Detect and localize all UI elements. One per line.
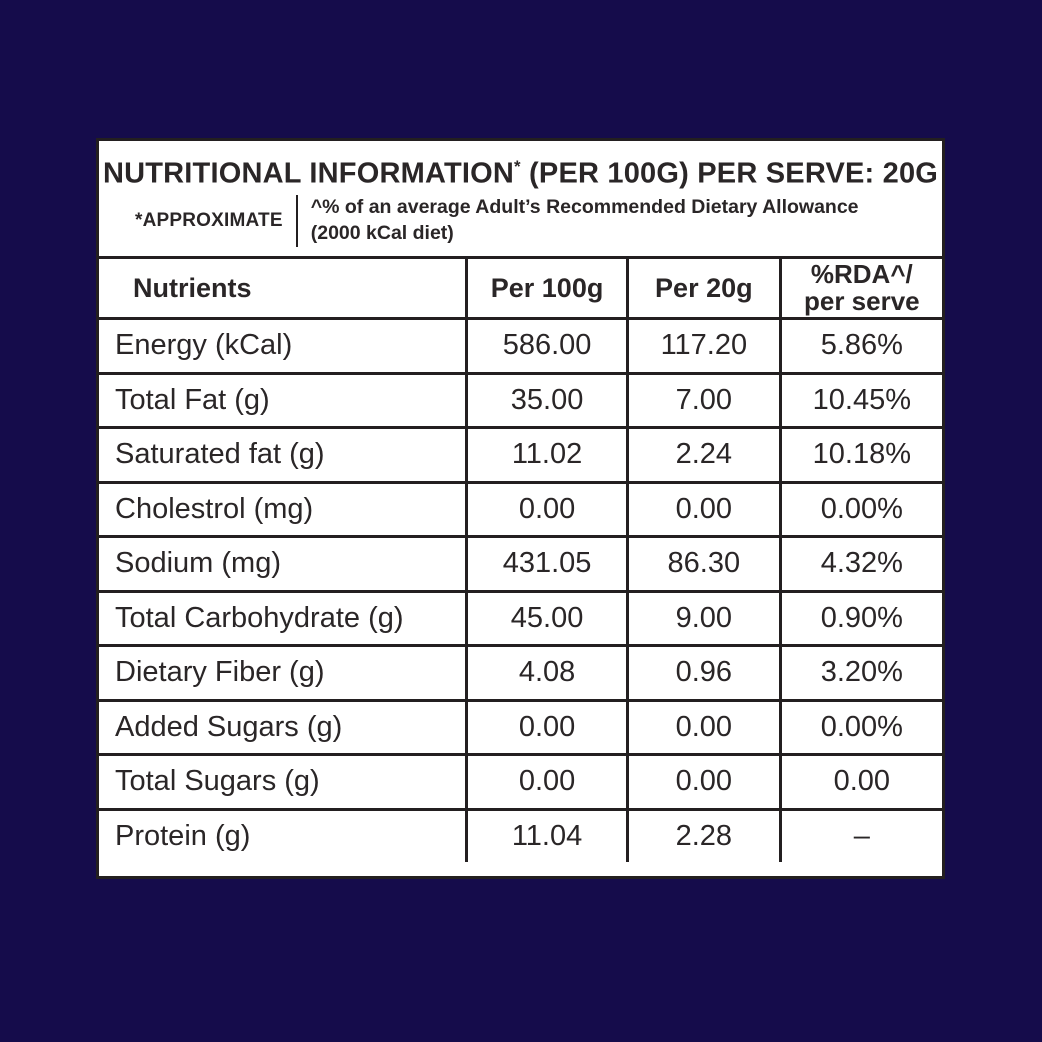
rda-note-line1: ^% of an average Adult’s Recommended Die… — [310, 196, 859, 219]
value-per-20g: 86.30 — [626, 535, 782, 593]
table-row: Protein (g) 11.04 2.28 – — [99, 807, 942, 864]
value-per-20g: 0.00 — [626, 698, 782, 756]
column-header-per-20g: Per 20g — [626, 257, 782, 320]
value-per-20g: 2.24 — [626, 426, 782, 484]
column-header-nutrients: Nutrients — [99, 257, 469, 320]
table-row: Cholestrol (mg) 0.00 0.00 0.00% — [99, 480, 942, 538]
title-rest: (PER 100G) PER SERVE: 20G — [520, 157, 939, 190]
column-header-rda-line2: per serve — [803, 286, 920, 316]
nutrient-name: Dietary Fiber (g) — [99, 644, 469, 702]
column-header-rda: %RDA^/ per serve — [778, 257, 942, 320]
nutrient-name: Energy (kCal) — [99, 317, 469, 375]
panel-header: NUTRITIONAL INFORMATION* (PER 100G) PER … — [99, 141, 942, 259]
nutrient-name: Total Carbohydrate (g) — [99, 589, 469, 647]
value-rda: 0.90% — [778, 589, 942, 647]
nutrient-name: Added Sugars (g) — [99, 698, 469, 756]
value-per-20g: 9.00 — [626, 589, 782, 647]
nutrient-name: Cholestrol (mg) — [99, 480, 469, 538]
value-rda: 10.45% — [778, 371, 942, 429]
table-row: Total Sugars (g) 0.00 0.00 0.00 — [99, 753, 942, 811]
value-rda: 10.18% — [778, 426, 942, 484]
table-row: Energy (kCal) 586.00 117.20 5.86% — [99, 317, 942, 375]
subheader: *APPROXIMATE ^% of an average Adult’s Re… — [135, 194, 942, 247]
value-rda: – — [778, 807, 942, 864]
nutrient-name: Total Fat (g) — [99, 371, 469, 429]
approximate-label: *APPROXIMATE — [135, 209, 283, 231]
nutrient-name: Protein (g) — [99, 807, 469, 864]
nutrition-label-panel: NUTRITIONAL INFORMATION* (PER 100G) PER … — [96, 138, 945, 879]
nutrient-name: Saturated fat (g) — [99, 426, 469, 484]
table-row: Added Sugars (g) 0.00 0.00 0.00% — [99, 698, 942, 756]
title-asterisk: * — [514, 157, 521, 176]
table-row: Total Carbohydrate (g) 45.00 9.00 0.90% — [99, 589, 942, 647]
table-row: Total Fat (g) 35.00 7.00 10.45% — [99, 371, 942, 429]
page-title: NUTRITIONAL INFORMATION* (PER 100G) PER … — [99, 141, 942, 191]
value-rda: 5.86% — [778, 317, 942, 375]
subheader-divider — [295, 194, 298, 247]
table-row: Sodium (mg) 431.05 86.30 4.32% — [99, 535, 942, 593]
value-per-100g: 0.00 — [465, 698, 630, 756]
nutrient-name: Sodium (mg) — [99, 535, 469, 593]
table-row: Saturated fat (g) 11.02 2.24 10.18% — [99, 426, 942, 484]
value-per-100g: 586.00 — [465, 317, 630, 375]
column-header-per-100g: Per 100g — [465, 257, 630, 320]
value-rda: 0.00% — [778, 480, 942, 538]
value-per-20g: 0.96 — [626, 644, 782, 702]
value-rda: 0.00 — [778, 753, 942, 811]
value-per-100g: 35.00 — [465, 371, 630, 429]
value-per-100g: 431.05 — [465, 535, 630, 593]
value-per-100g: 0.00 — [465, 753, 630, 811]
value-per-100g: 0.00 — [465, 480, 630, 538]
value-per-20g: 0.00 — [626, 753, 782, 811]
rda-note-line2: (2000 kCal diet) — [310, 221, 454, 244]
nutrient-name: Total Sugars (g) — [99, 753, 469, 811]
value-per-20g: 2.28 — [626, 807, 782, 864]
value-per-20g: 0.00 — [626, 480, 782, 538]
value-per-20g: 7.00 — [626, 371, 782, 429]
value-per-100g: 11.02 — [465, 426, 630, 484]
table-header-row: Nutrients Per 100g Per 20g %RDA^/ per se… — [99, 257, 942, 320]
rda-note: ^% of an average Adult’s Recommended Die… — [311, 195, 859, 246]
value-per-100g: 11.04 — [465, 807, 630, 864]
nutrition-table: Nutrients Per 100g Per 20g %RDA^/ per se… — [99, 257, 942, 864]
value-per-100g: 45.00 — [465, 589, 630, 647]
table-row: Dietary Fiber (g) 4.08 0.96 3.20% — [99, 644, 942, 702]
value-rda: 0.00% — [778, 698, 942, 756]
title-main: NUTRITIONAL INFORMATION — [102, 157, 515, 190]
column-header-rda-line1: %RDA^/ — [810, 258, 913, 289]
value-per-20g: 117.20 — [626, 317, 782, 375]
value-rda: 4.32% — [778, 535, 942, 593]
value-per-100g: 4.08 — [465, 644, 630, 702]
value-rda: 3.20% — [778, 644, 942, 702]
